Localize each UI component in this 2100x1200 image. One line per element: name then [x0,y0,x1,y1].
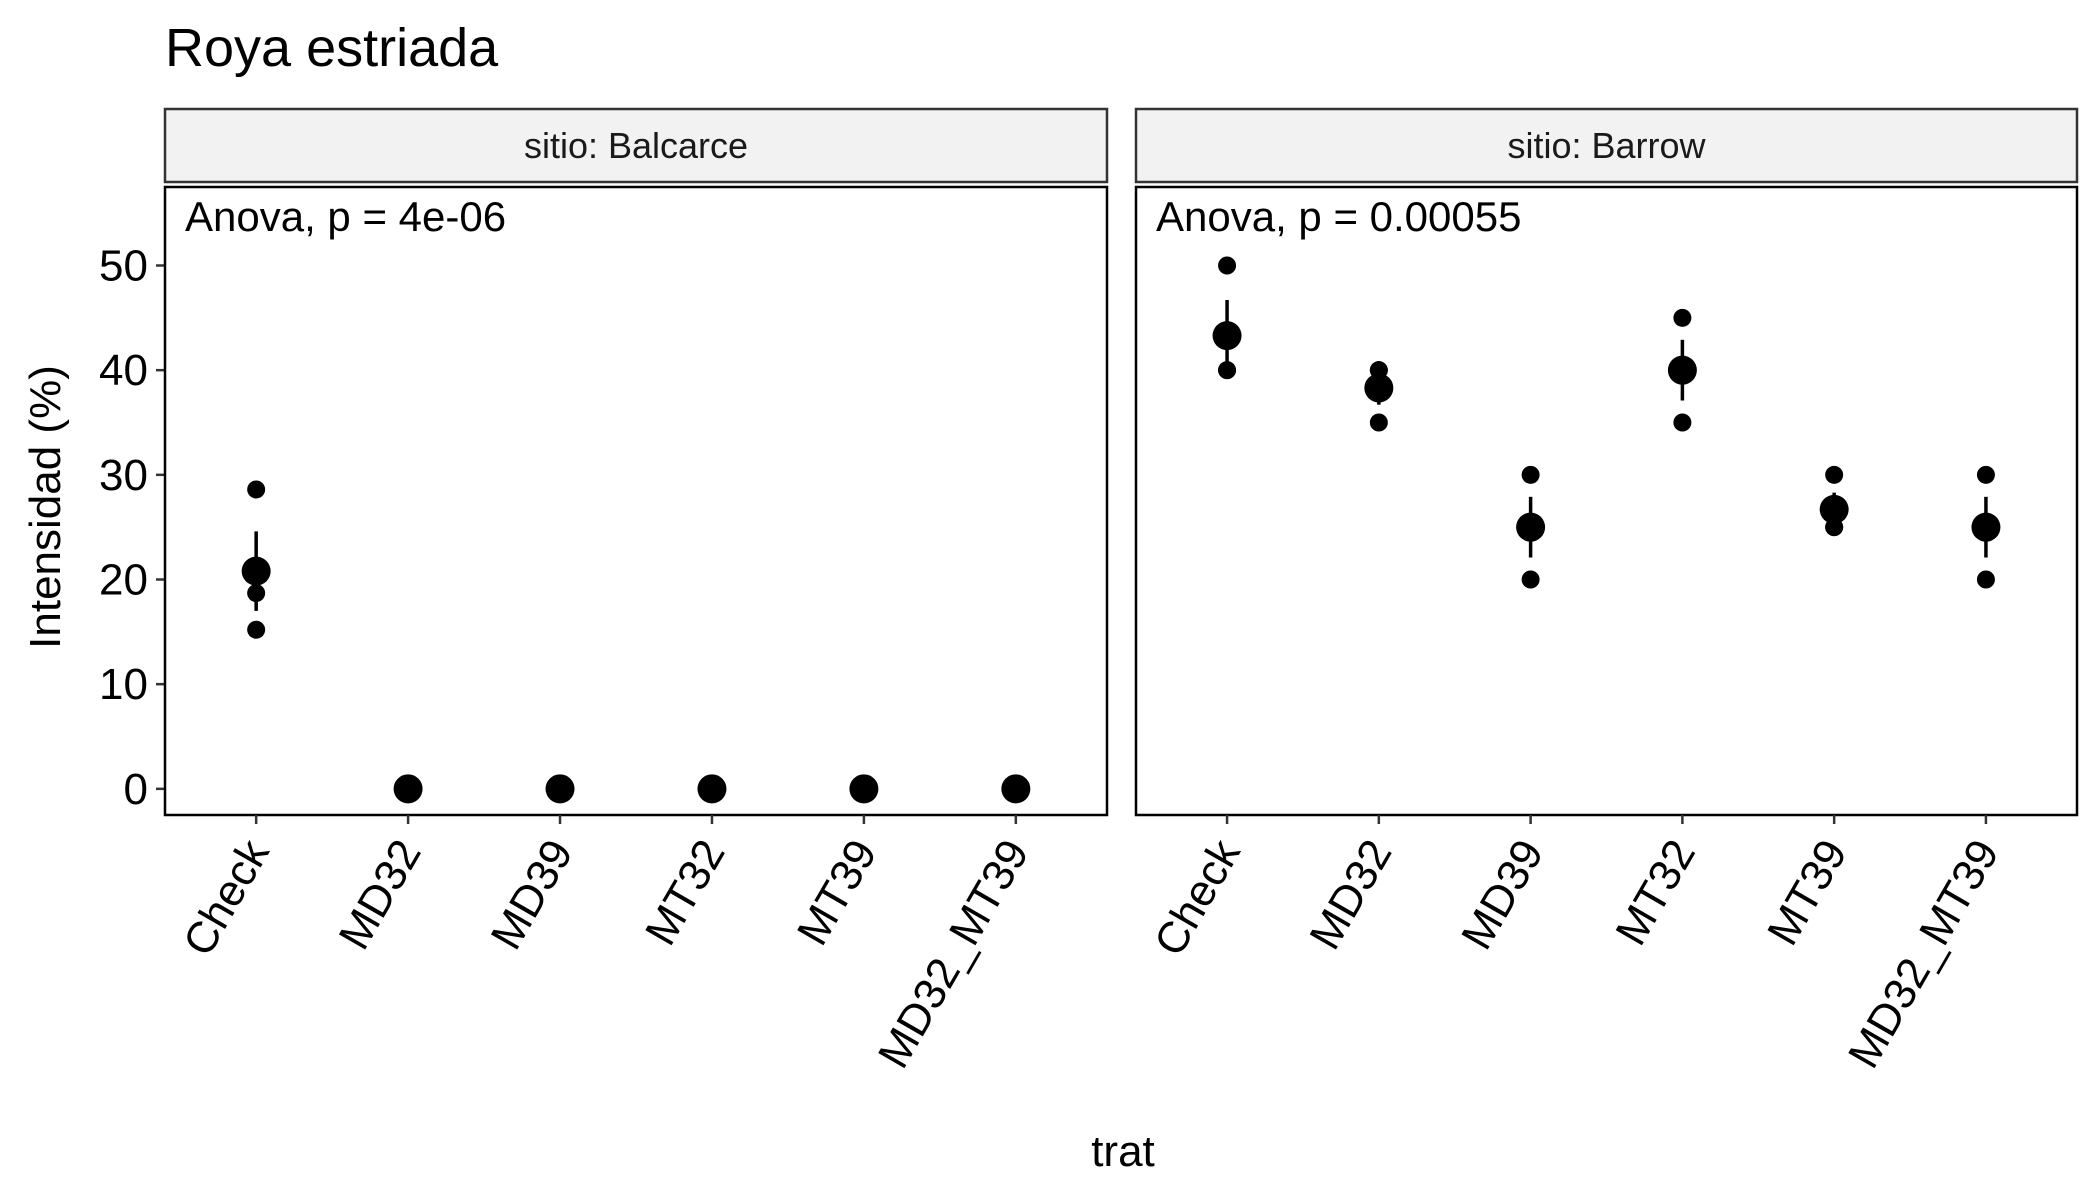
facet-strip-label: sitio: Barrow [1507,125,1706,166]
mean-point [697,774,727,804]
observation-point [247,480,266,499]
observation-point [1673,308,1692,327]
mean-point [1516,512,1546,542]
y-tick-label: 10 [99,660,148,709]
mean-point [1364,373,1394,403]
facet-strip [163,107,1109,184]
facet-strip [1134,107,2079,184]
observation-point [1976,465,1995,484]
observation-point [1825,465,1844,484]
y-tick-label: 30 [99,451,148,500]
facet-strip-label: sitio: Balcarce [524,125,748,166]
panel-border [163,185,1109,817]
observation-point [1976,570,1995,589]
mean-point [393,774,423,804]
y-tick-label: 50 [99,242,148,291]
observation-point [1369,413,1388,432]
y-axis-label: Intensidad (%) [21,365,70,649]
observation-point [247,620,266,639]
mean-point [1212,321,1242,351]
mean-point [1819,494,1849,524]
anova-annotation: Anova, p = 0.00055 [1156,193,1521,240]
y-tick-label: 0 [124,765,148,814]
chart-title: Roya estriada [165,18,499,78]
x-axis-label: trat [1091,1127,1155,1176]
y-tick-label: 40 [99,346,148,395]
observation-point [1521,570,1540,589]
panel-border [1134,185,2079,817]
observation-point [1521,465,1540,484]
y-tick-label: 20 [99,556,148,605]
observation-point [1218,256,1237,275]
mean-point [1001,774,1031,804]
mean-point [241,556,271,586]
mean-point [1971,512,2001,542]
mean-point [545,774,575,804]
mean-point [849,774,879,804]
y-axis: 0 10 20 30 40 50 [99,242,165,814]
anova-annotation: Anova, p = 4e-06 [185,193,506,240]
observation-point [1673,413,1692,432]
mean-point [1667,355,1697,385]
